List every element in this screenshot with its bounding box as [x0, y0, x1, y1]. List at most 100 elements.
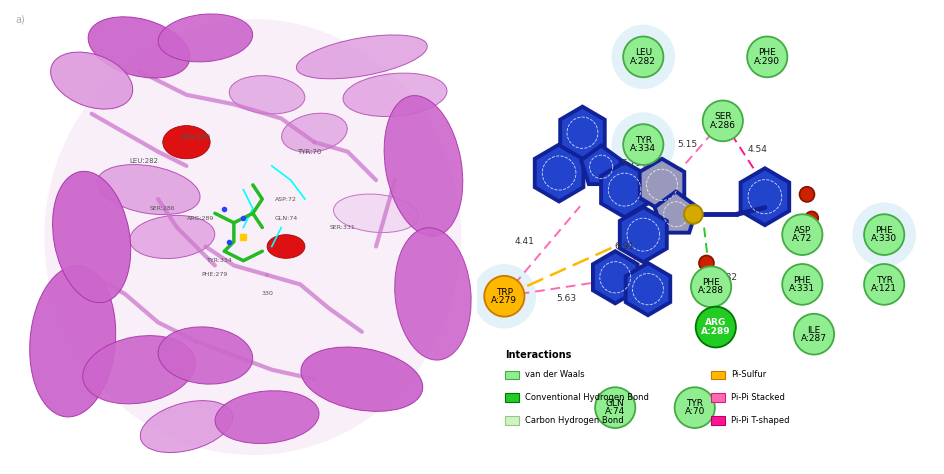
Circle shape — [804, 211, 818, 225]
FancyBboxPatch shape — [505, 371, 519, 379]
Text: 4.41: 4.41 — [514, 237, 533, 246]
Ellipse shape — [83, 336, 195, 404]
Text: Pi-Sulfur: Pi-Sulfur — [730, 371, 766, 379]
Text: TYR:70: TYR:70 — [297, 149, 322, 155]
Ellipse shape — [162, 126, 210, 159]
Circle shape — [799, 187, 814, 202]
Ellipse shape — [383, 96, 463, 236]
Text: a): a) — [16, 14, 25, 24]
Ellipse shape — [343, 73, 447, 117]
Ellipse shape — [333, 194, 418, 233]
Circle shape — [863, 264, 903, 305]
Polygon shape — [639, 159, 683, 211]
Ellipse shape — [158, 327, 252, 384]
Text: TYR
A:121: TYR A:121 — [870, 276, 896, 293]
Polygon shape — [625, 263, 669, 315]
Circle shape — [611, 112, 674, 177]
Text: ASN:280: ASN:280 — [180, 135, 211, 140]
Text: PHE
A:290: PHE A:290 — [753, 48, 780, 65]
FancyBboxPatch shape — [711, 393, 724, 402]
Text: ILE
A:287: ILE A:287 — [801, 326, 826, 343]
Polygon shape — [592, 251, 637, 303]
Circle shape — [747, 36, 786, 77]
Text: 5.63: 5.63 — [555, 294, 576, 303]
Polygon shape — [560, 107, 604, 159]
Ellipse shape — [281, 113, 346, 152]
Text: PHE
A:330: PHE A:330 — [870, 226, 896, 243]
Circle shape — [793, 314, 834, 355]
Circle shape — [851, 202, 915, 267]
Text: GLN:74: GLN:74 — [274, 216, 297, 220]
Ellipse shape — [44, 19, 461, 455]
Circle shape — [472, 264, 535, 328]
Circle shape — [683, 205, 702, 224]
Circle shape — [483, 276, 524, 317]
Text: 6.91: 6.91 — [614, 242, 634, 251]
Polygon shape — [619, 207, 666, 262]
Text: ARG
A:289: ARG A:289 — [700, 319, 730, 336]
Circle shape — [702, 100, 742, 141]
Ellipse shape — [215, 391, 319, 444]
Text: Carbon Hydrogen Bond: Carbon Hydrogen Bond — [524, 416, 623, 425]
Polygon shape — [600, 162, 648, 217]
Polygon shape — [581, 146, 620, 184]
Text: LEU
A:282: LEU A:282 — [630, 48, 655, 65]
Polygon shape — [534, 145, 582, 201]
Ellipse shape — [140, 401, 232, 453]
Circle shape — [622, 124, 663, 165]
Ellipse shape — [97, 164, 200, 215]
Text: ASP:72: ASP:72 — [275, 197, 296, 201]
Text: PHE:279: PHE:279 — [201, 273, 228, 277]
Ellipse shape — [267, 235, 305, 258]
Ellipse shape — [88, 17, 190, 78]
Circle shape — [782, 214, 821, 255]
Ellipse shape — [395, 228, 471, 360]
Text: 5.79: 5.79 — [621, 159, 641, 168]
Ellipse shape — [229, 76, 305, 114]
Circle shape — [699, 255, 713, 271]
Text: PHE
A:331: PHE A:331 — [788, 276, 815, 293]
Text: PHE
A:288: PHE A:288 — [698, 278, 723, 295]
Ellipse shape — [296, 35, 427, 79]
Ellipse shape — [300, 347, 422, 411]
Text: 5.82: 5.82 — [716, 273, 736, 282]
Ellipse shape — [53, 171, 130, 303]
Text: SER
A:286: SER A:286 — [709, 112, 735, 129]
Text: TYR
A:70: TYR A:70 — [683, 399, 704, 416]
Text: 330: 330 — [261, 292, 273, 296]
Ellipse shape — [29, 265, 115, 417]
Text: ASP
A:72: ASP A:72 — [791, 226, 812, 243]
Ellipse shape — [158, 14, 252, 62]
Text: TYR
A:334: TYR A:334 — [630, 136, 655, 153]
Ellipse shape — [51, 52, 132, 109]
Circle shape — [611, 25, 674, 89]
Circle shape — [595, 387, 634, 428]
Text: Interactions: Interactions — [505, 350, 571, 360]
Circle shape — [782, 264, 821, 305]
Circle shape — [622, 36, 663, 77]
Text: van der Waals: van der Waals — [524, 371, 584, 379]
Text: ARG:289: ARG:289 — [187, 216, 214, 220]
Text: 5.15: 5.15 — [677, 140, 697, 149]
Polygon shape — [654, 191, 697, 233]
Text: 4.54: 4.54 — [747, 145, 767, 154]
Circle shape — [674, 387, 714, 428]
Text: SER:286: SER:286 — [150, 206, 176, 211]
Text: Pi-Pi T-shaped: Pi-Pi T-shaped — [730, 416, 788, 425]
Ellipse shape — [129, 215, 214, 259]
FancyBboxPatch shape — [711, 416, 724, 425]
Text: LEU:282: LEU:282 — [129, 158, 159, 164]
Circle shape — [690, 266, 731, 307]
FancyBboxPatch shape — [711, 371, 724, 379]
Circle shape — [863, 214, 903, 255]
FancyBboxPatch shape — [505, 416, 519, 425]
Circle shape — [695, 307, 735, 347]
Text: Pi-Pi Stacked: Pi-Pi Stacked — [730, 393, 784, 402]
Text: TRP
A:279: TRP A:279 — [491, 288, 516, 305]
Text: Conventional Hydrogen Bond: Conventional Hydrogen Bond — [524, 393, 649, 402]
Text: GLN
A:74: GLN A:74 — [604, 399, 625, 416]
Text: SER:331: SER:331 — [329, 225, 355, 230]
Text: TYR:334: TYR:334 — [207, 258, 232, 263]
Polygon shape — [740, 168, 788, 225]
FancyBboxPatch shape — [505, 393, 519, 402]
